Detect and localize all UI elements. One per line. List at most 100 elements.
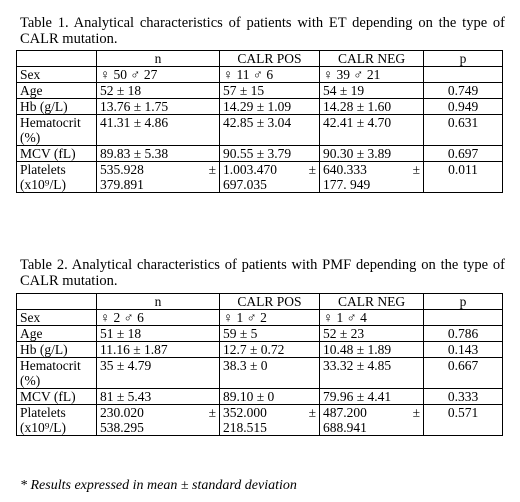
table-row: Age 51 ± 18 59 ± 5 52 ± 23 0.786 — [16, 325, 503, 342]
footnote: * Results expressed in mean ± standard d… — [20, 478, 297, 493]
cell-calr-neg: 79.96 ± 4.41 — [319, 388, 424, 405]
cell-n: ♀ 2 ♂ 6 — [96, 309, 220, 326]
table1-header-row: n CALR POS CALR NEG p — [16, 50, 503, 67]
value-pm: ± — [412, 162, 420, 178]
table-row: MCV (fL) 89.83 ± 5.38 90.55 ± 3.79 90.30… — [16, 145, 503, 162]
table1: n CALR POS CALR NEG p Sex ♀ 50 ♂ 27 ♀ 11… — [16, 50, 503, 193]
cell-calr-pos: 1.003.470 ± 697.035 — [219, 161, 320, 193]
row-label-line2: (%) — [20, 373, 41, 388]
cell-n: 51 ± 18 — [96, 325, 220, 342]
table1-header-calr-pos: CALR POS — [219, 50, 320, 67]
cell-p: 0.697 — [423, 145, 503, 162]
table-row: Hematocrit (%) 35 ± 4.79 38.3 ± 0 33.32 … — [16, 357, 503, 389]
row-label-line1: Hematocrit — [20, 358, 81, 374]
table2-caption: Table 2. Analytical characteristics of p… — [20, 257, 505, 289]
row-label-line2: (x10⁹/L) — [20, 177, 66, 192]
row-label-line2: (x10⁹/L) — [20, 420, 66, 435]
cell-calr-pos: 14.29 ± 1.09 — [219, 98, 320, 115]
cell-n: 52 ± 18 — [96, 82, 220, 99]
cell-calr-pos: 352.000 ± 218.515 — [219, 404, 320, 436]
table-row: Platelets (x10⁹/L) 535.928 ± 379.891 1.00… — [16, 161, 503, 193]
cell-calr-pos: 89.10 ± 0 — [219, 388, 320, 405]
cell-calr-neg: 33.32 ± 4.85 — [319, 357, 424, 389]
cell-n: 535.928 ± 379.891 — [96, 161, 220, 193]
cell-n: 11.16 ± 1.87 — [96, 341, 220, 358]
value-sd: 218.515 — [223, 420, 267, 435]
row-label: Hematocrit (%) — [16, 357, 97, 389]
table-row: Age 52 ± 18 57 ± 15 54 ± 19 0.749 — [16, 82, 503, 99]
row-label: Hb (g/L) — [16, 341, 97, 358]
cell-calr-neg: 640.333 ± 177. 949 — [319, 161, 424, 193]
cell-p: 0.749 — [423, 82, 503, 99]
table2-header-row: n CALR POS CALR NEG p — [16, 293, 503, 310]
table1-header-label — [16, 50, 97, 67]
cell-p: 0.011 — [423, 161, 503, 193]
row-label: Hematocrit (%) — [16, 114, 97, 146]
cell-calr-pos: 42.85 ± 3.04 — [219, 114, 320, 146]
row-label: Age — [16, 325, 97, 342]
cell-p — [423, 309, 503, 326]
table-row: Sex ♀ 2 ♂ 6 ♀ 1 ♂ 2 ♀ 1 ♂ 4 — [16, 309, 503, 326]
table1-caption: Table 1. Analytical characteristics of p… — [20, 15, 505, 47]
row-label: Platelets (x10⁹/L) — [16, 404, 97, 436]
cell-n: 35 ± 4.79 — [96, 357, 220, 389]
cell-p: 0.949 — [423, 98, 503, 115]
cell-calr-pos: 57 ± 15 — [219, 82, 320, 99]
value-pm: ± — [208, 405, 216, 421]
table-row: MCV (fL) 81 ± 5.43 89.10 ± 0 79.96 ± 4.4… — [16, 388, 503, 405]
table1-header-p: p — [423, 50, 503, 67]
cell-p: 0.571 — [423, 404, 503, 436]
cell-p: 0.631 — [423, 114, 503, 146]
value-pm: ± — [308, 405, 316, 421]
row-label: Sex — [16, 66, 97, 83]
cell-calr-neg: 487.200 ± 688.941 — [319, 404, 424, 436]
cell-p: 0.333 — [423, 388, 503, 405]
row-label-line1: Platelets — [20, 405, 66, 421]
cell-n: 81 ± 5.43 — [96, 388, 220, 405]
cell-calr-neg: ♀ 39 ♂ 21 — [319, 66, 424, 83]
value-sd: 697.035 — [223, 177, 267, 192]
cell-calr-neg: 54 ± 19 — [319, 82, 424, 99]
table2-header-n: n — [96, 293, 220, 310]
value-pm: ± — [308, 162, 316, 178]
cell-n: 230.020 ± 538.295 — [96, 404, 220, 436]
row-label: MCV (fL) — [16, 388, 97, 405]
table2-header-calr-neg: CALR NEG — [319, 293, 424, 310]
value-mean: 487.200 — [323, 405, 367, 421]
cell-n: 41.31 ± 4.86 — [96, 114, 220, 146]
cell-calr-neg: 10.48 ± 1.89 — [319, 341, 424, 358]
value-mean: 1.003.470 — [223, 162, 277, 178]
value-sd: 688.941 — [323, 420, 367, 435]
value-mean: 352.000 — [223, 405, 267, 421]
row-label-line1: Hematocrit — [20, 115, 81, 131]
table2-header-p: p — [423, 293, 503, 310]
value-sd: 538.295 — [100, 420, 144, 435]
cell-calr-neg: 14.28 ± 1.60 — [319, 98, 424, 115]
table2-header-calr-pos: CALR POS — [219, 293, 320, 310]
cell-calr-neg: 52 ± 23 — [319, 325, 424, 342]
value-pm: ± — [412, 405, 420, 421]
cell-calr-pos: 12.7 ± 0.72 — [219, 341, 320, 358]
table-row: Hematocrit (%) 41.31 ± 4.86 42.85 ± 3.04… — [16, 114, 503, 146]
cell-p: 0.143 — [423, 341, 503, 358]
row-label: Sex — [16, 309, 97, 326]
cell-calr-pos: ♀ 11 ♂ 6 — [219, 66, 320, 83]
cell-calr-pos: 90.55 ± 3.79 — [219, 145, 320, 162]
table2-header-label — [16, 293, 97, 310]
cell-n: 89.83 ± 5.38 — [96, 145, 220, 162]
cell-calr-pos: 59 ± 5 — [219, 325, 320, 342]
row-label: Age — [16, 82, 97, 99]
table-row: Hb (g/L) 13.76 ± 1.75 14.29 ± 1.09 14.28… — [16, 98, 503, 115]
value-sd: 379.891 — [100, 177, 144, 192]
table-row: Sex ♀ 50 ♂ 27 ♀ 11 ♂ 6 ♀ 39 ♂ 21 — [16, 66, 503, 83]
table1-header-n: n — [96, 50, 220, 67]
row-label-line2: (%) — [20, 130, 41, 145]
cell-p: 0.667 — [423, 357, 503, 389]
cell-calr-pos: ♀ 1 ♂ 2 — [219, 309, 320, 326]
row-label: MCV (fL) — [16, 145, 97, 162]
row-label: Platelets (x10⁹/L) — [16, 161, 97, 193]
table-row: Hb (g/L) 11.16 ± 1.87 12.7 ± 0.72 10.48 … — [16, 341, 503, 358]
cell-p: 0.786 — [423, 325, 503, 342]
cell-calr-neg: 42.41 ± 4.70 — [319, 114, 424, 146]
